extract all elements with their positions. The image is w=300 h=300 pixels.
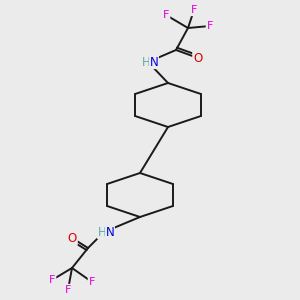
Text: F: F [65,285,71,295]
Text: H: H [98,226,106,238]
Text: F: F [207,21,213,31]
Text: N: N [106,226,114,238]
Text: F: F [49,275,55,285]
Text: O: O [194,52,202,64]
Text: F: F [191,5,197,15]
Text: F: F [163,10,169,20]
Text: H: H [142,56,150,68]
Text: N: N [150,56,158,68]
Text: F: F [89,277,95,287]
Text: O: O [68,232,76,244]
